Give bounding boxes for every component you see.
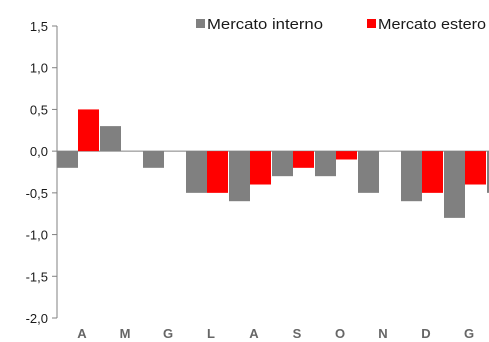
bar-mercato-estero-8 bbox=[422, 151, 443, 193]
bar-mercato-estero-6 bbox=[336, 151, 357, 160]
bars-layer bbox=[57, 109, 489, 218]
bar-mercato-interno-1 bbox=[100, 126, 121, 152]
bar-mercato-interno-6 bbox=[315, 151, 336, 177]
y-tick-label: 0,5 bbox=[30, 102, 48, 117]
x-tick-label: M bbox=[120, 326, 131, 341]
bar-mercato-interno-4 bbox=[229, 151, 250, 202]
x-tick-label: G bbox=[464, 326, 474, 341]
legend-label-mercato-interno: Mercato interno bbox=[207, 16, 323, 33]
y-tick-label: -2,0 bbox=[26, 311, 48, 326]
legend-swatch-mercato-estero bbox=[367, 19, 376, 28]
y-tick-label: -0,5 bbox=[26, 186, 48, 201]
legend: Mercato interno Mercato estero bbox=[196, 16, 486, 33]
bar-mercato-interno-9 bbox=[444, 151, 465, 218]
bar-mercato-estero-5 bbox=[293, 151, 314, 168]
bar-mercato-estero-3 bbox=[207, 151, 228, 193]
x-tick-label: N bbox=[378, 326, 387, 341]
bar-mercato-interno-3 bbox=[186, 151, 207, 193]
legend-label-mercato-estero: Mercato estero bbox=[378, 16, 486, 33]
y-tick-label: -1,0 bbox=[26, 228, 48, 243]
x-tick-label: G bbox=[163, 326, 173, 341]
bar-mercato-estero-9 bbox=[465, 151, 486, 185]
x-tick-label: A bbox=[249, 326, 259, 341]
y-tick-label: 1,0 bbox=[30, 61, 48, 76]
x-tick-label: S bbox=[293, 326, 302, 341]
bar-mercato-estero-0 bbox=[78, 109, 99, 152]
x-tick-label: L bbox=[207, 326, 215, 341]
x-tick-label: A bbox=[77, 326, 87, 341]
y-tick-label: 0,0 bbox=[30, 144, 48, 159]
bar-mercato-interno-7 bbox=[358, 151, 379, 193]
bar-mercato-interno-2 bbox=[143, 151, 164, 168]
labels-layer: 1,5 1,0 0,5 0,0 -0,5 -1,0 -1,5 -2,0 A M G L A S O N D G bbox=[26, 19, 474, 341]
bar-mercato-interno-0 bbox=[57, 151, 78, 168]
y-tick-label: -1,5 bbox=[26, 269, 48, 284]
bar-mercato-interno-5 bbox=[272, 151, 293, 177]
bar-mercato-interno-8 bbox=[401, 151, 422, 202]
y-tick-label: 1,5 bbox=[30, 19, 48, 34]
x-tick-label: D bbox=[421, 326, 430, 341]
x-tick-label: O bbox=[335, 326, 345, 341]
legend-swatch-mercato-interno bbox=[196, 19, 205, 28]
bar-mercato-estero-4 bbox=[250, 151, 271, 185]
bar-mercato-interno-10 bbox=[487, 151, 489, 193]
